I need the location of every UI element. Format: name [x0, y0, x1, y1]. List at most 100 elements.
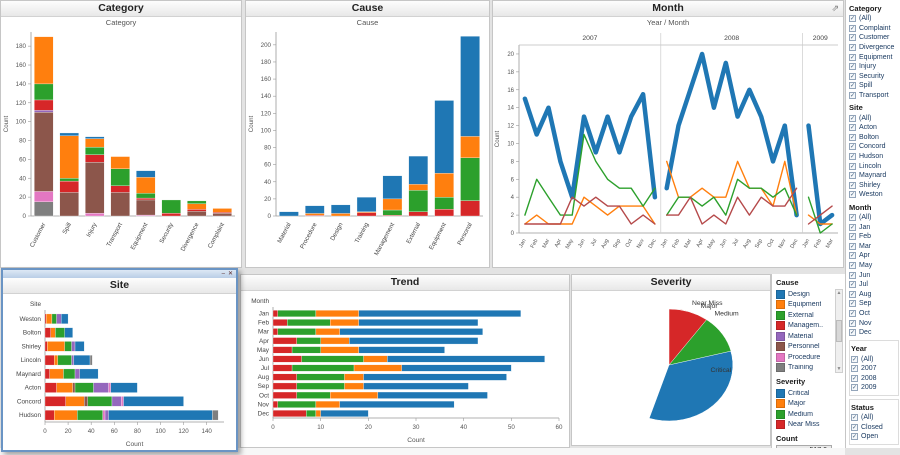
- bar-segment[interactable]: [187, 200, 207, 204]
- bar-segment[interactable]: [84, 396, 88, 407]
- bar-segment[interactable]: [358, 310, 522, 317]
- bar-segment[interactable]: [320, 346, 359, 354]
- bar-segment[interactable]: [330, 204, 351, 214]
- filter-item-jun[interactable]: ✓ Jun: [849, 270, 899, 280]
- bar-segment[interactable]: [272, 410, 307, 417]
- filter-item-weston[interactable]: ✓ Weston: [849, 190, 899, 200]
- scroll-up-icon[interactable]: ▲: [836, 290, 842, 296]
- bar-segment[interactable]: [358, 319, 479, 327]
- bar-segment[interactable]: [320, 410, 369, 417]
- bar-segment[interactable]: [353, 364, 402, 372]
- bar-segment[interactable]: [136, 199, 156, 216]
- bar-segment[interactable]: [85, 154, 105, 163]
- filter-item-security[interactable]: ✓ Security: [849, 72, 899, 82]
- bar-segment[interactable]: [434, 209, 454, 217]
- bar-segment[interactable]: [110, 168, 130, 186]
- bar-segment[interactable]: [85, 138, 105, 148]
- line-series-major[interactable]: [807, 214, 833, 225]
- filter-item-2009[interactable]: ✓ 2009: [851, 383, 897, 393]
- filter-item-injury[interactable]: ✓ Injury: [849, 62, 899, 72]
- bar-segment[interactable]: [108, 410, 213, 421]
- legend-item-major[interactable]: Major: [776, 399, 843, 410]
- line-series-near-miss[interactable]: [807, 205, 833, 225]
- filter-item-open[interactable]: ✓ Open: [851, 432, 897, 442]
- export-icon[interactable]: ⇗: [831, 3, 839, 13]
- checkbox-checked-icon[interactable]: ✓: [849, 114, 856, 122]
- checkbox-checked-icon[interactable]: ✓: [851, 355, 858, 363]
- checkbox-checked-icon[interactable]: ✓: [849, 53, 856, 61]
- checkbox-checked-icon[interactable]: ✓: [849, 319, 856, 327]
- bar-segment[interactable]: [382, 209, 403, 216]
- bar-segment[interactable]: [110, 185, 130, 193]
- filter-item-complaint[interactable]: ✓ Complaint: [849, 24, 899, 34]
- bar-segment[interactable]: [85, 136, 105, 139]
- bar-segment[interactable]: [47, 341, 65, 352]
- checkbox-checked-icon[interactable]: ✓: [851, 423, 858, 431]
- legend-item-material[interactable]: Material: [776, 331, 843, 342]
- filter-item-customer[interactable]: ✓ Customer: [849, 33, 899, 43]
- bar-segment[interactable]: [161, 199, 181, 214]
- line-series-critical[interactable]: [664, 51, 799, 218]
- filter-item-all[interactable]: ✓ (All): [849, 113, 899, 123]
- filter-item-2007[interactable]: ✓ 2007: [851, 364, 897, 374]
- legend-scrollbar[interactable]: ▲ ▼: [835, 289, 843, 373]
- site-window-titlebar[interactable]: – ✕: [3, 270, 236, 278]
- bar-segment[interactable]: [272, 373, 297, 381]
- bar-segment[interactable]: [85, 162, 105, 214]
- bar-segment[interactable]: [34, 99, 54, 111]
- bar-segment[interactable]: [408, 190, 429, 212]
- filter-item-all[interactable]: ✓ (All): [849, 213, 899, 223]
- bar-segment[interactable]: [212, 410, 219, 421]
- line-series-near-miss[interactable]: [524, 196, 656, 225]
- bar-segment[interactable]: [72, 382, 76, 393]
- bar-segment[interactable]: [408, 184, 429, 191]
- filter-item-2008[interactable]: ✓ 2008: [851, 374, 897, 384]
- filter-item-concord[interactable]: ✓ Concord: [849, 142, 899, 152]
- checkbox-checked-icon[interactable]: ✓: [849, 329, 856, 337]
- checkbox-checked-icon[interactable]: ✓: [849, 24, 856, 32]
- bar-segment[interactable]: [161, 213, 181, 217]
- line-series-major[interactable]: [666, 160, 798, 216]
- bar-segment[interactable]: [356, 197, 377, 212]
- bar-segment[interactable]: [44, 368, 50, 379]
- bar-segment[interactable]: [306, 410, 317, 417]
- filter-item-mar[interactable]: ✓ Mar: [849, 241, 899, 251]
- category-chart[interactable]: 0 20 40 60 80 100 120 140 160 180 Count Customer Spi…: [1, 28, 241, 266]
- bar-segment[interactable]: [74, 341, 85, 352]
- checkbox-checked-icon[interactable]: ✓: [849, 172, 856, 180]
- filter-item-jan[interactable]: ✓ Jan: [849, 222, 899, 232]
- bar-segment[interactable]: [272, 382, 297, 390]
- filter-item-acton[interactable]: ✓ Acton: [849, 123, 899, 133]
- minimize-icon[interactable]: –: [221, 271, 225, 277]
- bar-segment[interactable]: [56, 313, 62, 324]
- bar-segment[interactable]: [339, 328, 483, 336]
- bar-segment[interactable]: [55, 327, 65, 338]
- bar-segment[interactable]: [315, 400, 340, 408]
- bar-segment[interactable]: [79, 368, 99, 379]
- legend-item-critical[interactable]: Critical: [776, 388, 843, 399]
- bar-segment[interactable]: [212, 208, 232, 213]
- bar-segment[interactable]: [108, 382, 111, 393]
- bar-segment[interactable]: [57, 355, 72, 366]
- legend-item-training[interactable]: Training: [776, 363, 843, 374]
- bar-segment[interactable]: [59, 192, 79, 217]
- bar-segment[interactable]: [272, 319, 288, 327]
- bar-segment[interactable]: [73, 355, 91, 366]
- legend-item-personnel[interactable]: Personnel: [776, 342, 843, 353]
- bar-segment[interactable]: [59, 178, 79, 182]
- bar-segment[interactable]: [59, 135, 79, 179]
- bar-segment[interactable]: [110, 156, 130, 169]
- bar-segment[interactable]: [123, 396, 184, 407]
- filter-item-aug[interactable]: ✓ Aug: [849, 289, 899, 299]
- bar-segment[interactable]: [44, 355, 55, 366]
- bar-segment[interactable]: [408, 155, 429, 185]
- line-series-medium[interactable]: [807, 196, 833, 234]
- filter-item-may[interactable]: ✓ May: [849, 261, 899, 271]
- filter-item-shirley[interactable]: ✓ Shirley: [849, 181, 899, 191]
- bar-segment[interactable]: [330, 319, 359, 327]
- bar-segment[interactable]: [34, 112, 54, 192]
- bar-segment[interactable]: [63, 368, 76, 379]
- scrollbar-thumb[interactable]: [836, 320, 842, 342]
